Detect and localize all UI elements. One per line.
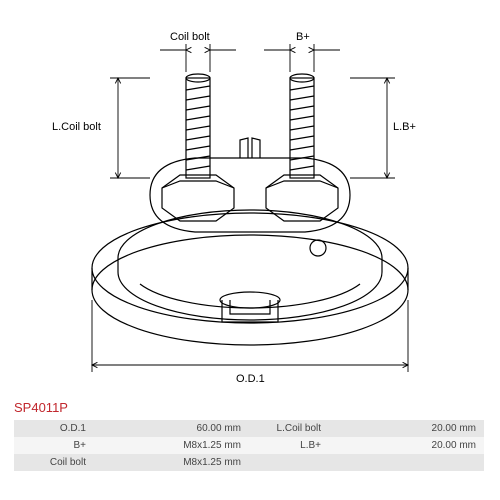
spec-value: 20.00 mm [329,437,484,454]
page-root: Coil bolt B+ L.Coil bolt L.B+ O.D.1 SP40… [0,0,500,500]
label-l-coil-bolt: L.Coil bolt [52,121,101,133]
table-row: O.D.1 60.00 mm L.Coil bolt 20.00 mm [14,420,484,437]
spec-value: 20.00 mm [329,420,484,437]
spec-table: O.D.1 60.00 mm L.Coil bolt 20.00 mm B+ M… [14,420,484,471]
spec-value: 60.00 mm [94,420,249,437]
spec-label [249,454,329,471]
table-row: B+ M8x1.25 mm L.B+ 20.00 mm [14,437,484,454]
label-l-b-plus: L.B+ [393,121,416,133]
spec-label: O.D.1 [14,420,94,437]
spec-label: Coil bolt [14,454,94,471]
spec-label: L.B+ [249,437,329,454]
spec-value: M8x1.25 mm [94,454,249,471]
spec-label: L.Coil bolt [249,420,329,437]
spec-value [329,454,484,471]
spec-label: B+ [14,437,94,454]
technical-drawing: Coil bolt B+ L.Coil bolt L.B+ O.D.1 [0,0,500,395]
drawing-svg: Coil bolt B+ L.Coil bolt L.B+ O.D.1 [0,0,500,395]
label-b-plus: B+ [296,31,310,43]
label-od1: O.D.1 [236,373,265,385]
part-number: SP4011P [14,400,68,415]
label-coil-bolt: Coil bolt [170,31,210,43]
spec-value: M8x1.25 mm [94,437,249,454]
table-row: Coil bolt M8x1.25 mm [14,454,484,471]
